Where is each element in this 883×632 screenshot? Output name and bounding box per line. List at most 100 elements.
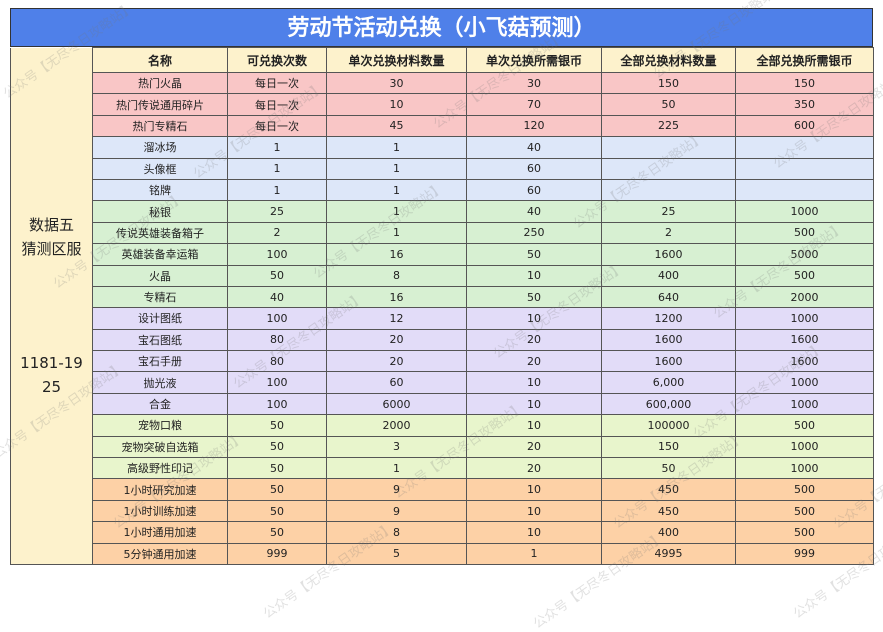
- item-name-cell: 宠物口粮: [92, 414, 228, 437]
- total-qty-cell: 450: [601, 478, 736, 501]
- exchange-count-cell: 每日一次: [227, 71, 327, 95]
- total-cost-cell: 1000: [735, 392, 874, 416]
- single-cost-cell: 30: [466, 71, 602, 95]
- single-qty-cell: 16: [326, 243, 467, 266]
- table-row: 合金 100 6000 10 600,000 1000: [11, 392, 874, 416]
- total-qty-cell: 1600: [601, 328, 736, 352]
- total-qty-cell: 640: [601, 285, 736, 309]
- exchange-count-cell: 50: [227, 478, 327, 501]
- exchange-count-cell: 50: [227, 414, 327, 437]
- page-title: 劳动节活动兑换（小飞菇预测）: [10, 8, 873, 47]
- single-qty-cell: 9: [326, 478, 467, 501]
- single-qty-cell: 5: [326, 542, 467, 565]
- total-cost-cell: 1000: [735, 307, 874, 330]
- exchange-count-cell: 每日一次: [227, 93, 327, 116]
- single-qty-cell: 6000: [326, 392, 467, 416]
- table-row: 秘银 25 1 40 25 1000: [11, 200, 874, 223]
- single-qty-cell: 2000: [326, 414, 467, 437]
- single-qty-cell: 60: [326, 371, 467, 394]
- total-qty-cell: [601, 136, 736, 159]
- exchange-count-cell: 100: [227, 371, 327, 394]
- item-name-cell: 高级野性印记: [92, 457, 228, 480]
- single-cost-cell: 10: [466, 499, 602, 523]
- single-cost-cell: 10: [466, 414, 602, 437]
- single-cost-cell: 40: [466, 136, 602, 159]
- item-name-cell: 设计图纸: [92, 307, 228, 330]
- exchange-count-cell: 50: [227, 521, 327, 544]
- exchange-count-cell: 1: [227, 157, 327, 180]
- item-name-cell: 抛光液: [92, 371, 228, 394]
- server-range-label: 数据五 猜测区服 1181-1925: [10, 47, 93, 565]
- table-row: 宠物口粮 50 2000 10 100000 500: [11, 414, 874, 437]
- exchange-count-cell: 50: [227, 457, 327, 480]
- single-qty-cell: 1: [326, 221, 467, 245]
- single-qty-cell: 20: [326, 350, 467, 373]
- exchange-count-cell: 100: [227, 392, 327, 416]
- single-cost-cell: 1: [466, 542, 602, 565]
- single-qty-cell: 8: [326, 521, 467, 544]
- table-row: 设计图纸 100 12 10 1200 1000: [11, 307, 874, 330]
- table-row: 热门专精石 每日一次 45 120 225 600: [11, 114, 874, 138]
- total-cost-cell: 600: [735, 114, 874, 138]
- exchange-count-cell: 80: [227, 350, 327, 373]
- item-name-cell: 1小时训练加速: [92, 499, 228, 523]
- total-cost-cell: 1000: [735, 457, 874, 480]
- item-name-cell: 秘银: [92, 200, 228, 223]
- header-row: 数据五 猜测区服 1181-1925 名称 可兑换次数 单次兑换材料数量 单次兑…: [10, 47, 874, 565]
- total-cost-cell: 350: [735, 93, 874, 116]
- exchange-count-cell: 80: [227, 328, 327, 352]
- single-qty-cell: 3: [326, 435, 467, 459]
- single-qty-cell: 1: [326, 136, 467, 159]
- total-cost-cell: 500: [735, 499, 874, 523]
- single-cost-cell: 20: [466, 328, 602, 352]
- single-qty-cell: 1: [326, 157, 467, 180]
- item-name-cell: 溜冰场: [92, 136, 228, 159]
- total-qty-cell: 225: [601, 114, 736, 138]
- single-cost-cell: 10: [466, 392, 602, 416]
- item-name-cell: 热门火晶: [92, 71, 228, 95]
- total-cost-cell: [735, 157, 874, 180]
- total-cost-cell: 1600: [735, 328, 874, 352]
- single-cost-cell: 50: [466, 285, 602, 309]
- total-cost-cell: 1000: [735, 371, 874, 394]
- side-label-line2: 猜测区服: [21, 239, 82, 258]
- table-row: 宠物突破自选箱 50 3 20 150 1000: [11, 435, 874, 459]
- total-qty-cell: 1200: [601, 307, 736, 330]
- total-qty-cell: 100000: [601, 414, 736, 437]
- item-name-cell: 5分钟通用加速: [92, 542, 228, 565]
- table-row: 抛光液 100 60 10 6,000 1000: [11, 371, 874, 394]
- total-qty-cell: 50: [601, 93, 736, 116]
- table-row: 传说英雄装备箱子 2 1 250 2 500: [11, 221, 874, 245]
- item-name-cell: 传说英雄装备箱子: [92, 221, 228, 245]
- exchange-count-cell: 50: [227, 435, 327, 459]
- item-name-cell: 火晶: [92, 264, 228, 287]
- table-row: 宝石手册 80 20 20 1600 1600: [11, 350, 874, 373]
- single-cost-cell: 10: [466, 371, 602, 394]
- single-cost-cell: 50: [466, 243, 602, 266]
- exchange-count-cell: 2: [227, 221, 327, 245]
- total-cost-cell: [735, 136, 874, 159]
- total-qty-cell: 25: [601, 200, 736, 223]
- total-qty-cell: 400: [601, 521, 736, 544]
- total-cost-cell: 1000: [735, 200, 874, 223]
- total-qty-cell: 2: [601, 221, 736, 245]
- total-cost-cell: 500: [735, 521, 874, 544]
- total-cost-cell: 999: [735, 542, 874, 565]
- total-cost-cell: 5000: [735, 243, 874, 266]
- exchange-count-cell: 1: [227, 178, 327, 202]
- exchange-table-container: 劳动节活动兑换（小飞菇预测） 数据五 猜测区服 1181-1925 名称 可兑换…: [10, 8, 874, 565]
- total-qty-cell: 50: [601, 457, 736, 480]
- table-row: 热门火晶 每日一次 30 30 150 150: [11, 71, 874, 95]
- total-qty-cell: 450: [601, 499, 736, 523]
- total-qty-cell: 150: [601, 435, 736, 459]
- single-qty-cell: 45: [326, 114, 467, 138]
- exchange-count-cell: 100: [227, 307, 327, 330]
- total-cost-cell: 1600: [735, 350, 874, 373]
- single-cost-cell: 120: [466, 114, 602, 138]
- single-qty-cell: 1: [326, 457, 467, 480]
- total-qty-cell: 400: [601, 264, 736, 287]
- side-label-range: 1181-1925: [20, 353, 83, 396]
- single-cost-cell: 40: [466, 200, 602, 223]
- item-name-cell: 宝石图纸: [92, 328, 228, 352]
- table-row: 1小时训练加速 50 9 10 450 500: [11, 499, 874, 523]
